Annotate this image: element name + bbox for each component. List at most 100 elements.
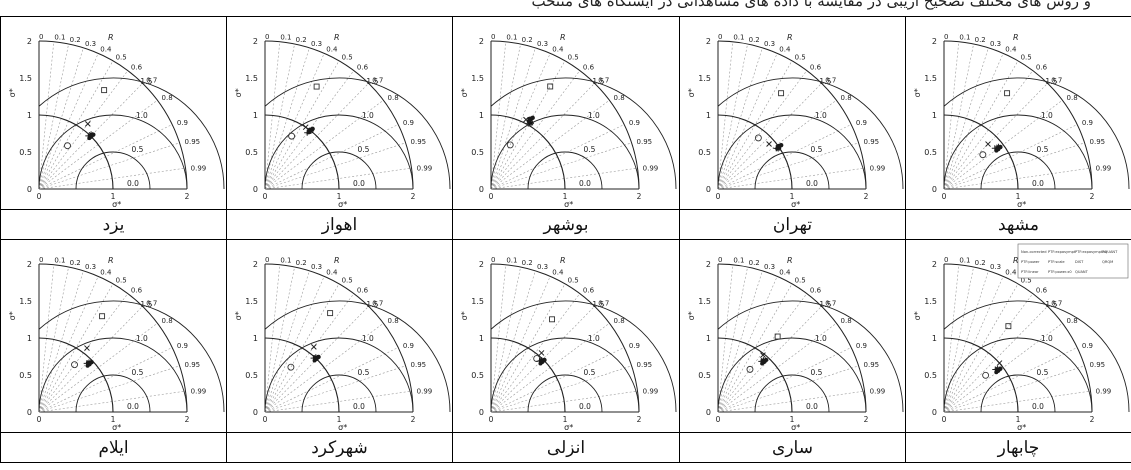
label-row-2: ایلام شهرکرد انزلی ساری چابهار <box>0 432 1131 463</box>
ref-std-arc <box>717 337 793 413</box>
ref-std-arc <box>943 114 1019 190</box>
plot-cell: 0 0.5 1 1.5 2 0 0.1 0.2 0.3 0.4 0.5 0.6 0.7 0.8 0.9 0.9… <box>226 239 453 433</box>
data-point-cluster <box>316 354 321 360</box>
std-tick-label: 1 <box>479 111 484 120</box>
x-tick-label: 2 <box>1090 415 1095 424</box>
std-tick-label: 0.5 <box>245 148 258 157</box>
corr-tick-label: 0.9 <box>403 342 414 350</box>
x-tick-label: 0 <box>37 415 42 424</box>
rms-label: 1.5 <box>592 300 604 309</box>
ref-std-arc <box>717 114 793 190</box>
data-point-cluster <box>994 370 999 375</box>
rms-arc <box>754 151 830 190</box>
data-point-square <box>327 310 334 317</box>
rms-label: 0.0 <box>806 402 818 411</box>
outer-arc <box>717 40 867 190</box>
data-point-cluster <box>87 136 92 141</box>
std-tick-label: 0 <box>27 185 32 194</box>
rms-label: 1.0 <box>136 111 148 120</box>
ref-std-arc <box>264 114 340 190</box>
y-axis-label: σ* <box>687 311 696 320</box>
corr-tick-label: 0.4 <box>779 46 791 54</box>
x-tick-label: 1 <box>1016 192 1021 201</box>
corr-tick-label: 0.7 <box>825 77 836 85</box>
x-axis-label: σ* <box>1017 200 1026 209</box>
outer-arc <box>38 40 188 190</box>
corr-tick-label: 0.7 <box>372 77 383 85</box>
std-tick-label: 0 <box>706 408 711 417</box>
rms-label: 0.5 <box>131 368 143 377</box>
corr-tick-label: 0.6 <box>810 286 822 294</box>
std-tick-label: 1 <box>253 111 258 120</box>
corr-tick-label: 0 <box>944 33 948 41</box>
x-tick-label: 2 <box>637 415 642 424</box>
station-label: شهرکرد <box>226 432 453 463</box>
std-tick-label: 1.5 <box>471 297 484 306</box>
corr-tick-label: 0.95 <box>185 138 201 146</box>
rms-label: 1.0 <box>815 334 827 343</box>
corr-tick-label: 0.1 <box>733 34 744 42</box>
corr-tick-label: 0.2 <box>522 259 533 267</box>
rms-label: 0.5 <box>357 145 369 154</box>
corr-tick-label: 0.7 <box>598 77 609 85</box>
rms-arc <box>38 337 188 413</box>
std-tick-label: 0 <box>253 408 258 417</box>
corr-tick-label: 0.95 <box>1090 361 1106 369</box>
r-axis-label: R <box>560 33 566 42</box>
corr-tick-label: 0.8 <box>1067 317 1078 325</box>
corr-tick-label: 0.8 <box>841 94 852 102</box>
data-point-square <box>101 87 108 94</box>
std-tick-label: 1 <box>932 111 937 120</box>
corr-tick-label: 0.6 <box>583 63 595 71</box>
rms-label: 0.5 <box>1036 368 1048 377</box>
rms-label: 0.5 <box>357 368 369 377</box>
corr-tick-label: 0.7 <box>1051 77 1062 85</box>
taylor-diagram: 00.511.520 0.1 0.2 0.30.40.50.60.70.80.90.9… <box>460 33 677 209</box>
corr-tick-label: 0.3 <box>537 263 548 271</box>
x-axis-label: σ* <box>112 423 121 432</box>
taylor-diagram: 00.511.520 0.1 0.2 0.30.40.50.60.70.80.90.9… <box>913 33 1130 209</box>
std-tick-label: 0.5 <box>471 148 484 157</box>
station-label: ساری <box>679 432 906 463</box>
rms-label: 0.5 <box>810 368 822 377</box>
y-axis-label: σ* <box>913 311 922 320</box>
corr-tick-label: 0.5 <box>116 53 127 61</box>
corr-tick-label: 0.9 <box>1082 342 1093 350</box>
r-axis-label: R <box>334 33 340 42</box>
data-point-cross <box>538 350 545 356</box>
legend-entry: QUANT <box>1075 270 1089 274</box>
corr-tick-label: 0.3 <box>990 40 1001 48</box>
rms-arc <box>527 151 603 190</box>
caption-fragment: و روش های مختلف تصحیح اریبی در مقایسه با… <box>0 0 1131 16</box>
corr-tick-label: 0.99 <box>643 387 659 395</box>
corr-tick-label: 0.8 <box>388 94 399 102</box>
corr-tick-label: 0.1 <box>280 257 291 265</box>
x-tick-label: 2 <box>864 415 869 424</box>
corr-tick-label: 0.9 <box>856 119 867 127</box>
outer-arc <box>943 40 1093 190</box>
corr-tick-label: 0.7 <box>372 300 383 308</box>
std-tick-label: 0 <box>27 408 32 417</box>
station-label: چابهار <box>905 432 1131 463</box>
x-tick-label: 2 <box>185 192 190 201</box>
data-point-cluster <box>998 144 1003 150</box>
rms-arc <box>943 337 1093 413</box>
std-tick-label: 1 <box>479 334 484 343</box>
rms-label: 1.5 <box>140 77 152 86</box>
rms-arc <box>943 77 1130 190</box>
y-axis-label: σ* <box>460 311 469 320</box>
rms-label: 0.5 <box>583 145 595 154</box>
corr-tick-label: 0 <box>39 256 43 264</box>
std-tick-label: 1.5 <box>245 74 258 83</box>
y-axis-label: σ* <box>460 88 469 97</box>
x-tick-label: 2 <box>864 192 869 201</box>
corr-tick-label: 0.9 <box>177 342 188 350</box>
corr-tick-label: 0.2 <box>296 36 307 44</box>
data-point-cluster <box>994 148 999 153</box>
corr-tick-label: 0.5 <box>568 53 579 61</box>
corr-tick-label: 0.99 <box>191 387 207 395</box>
std-tick-label: 2 <box>932 260 937 269</box>
std-tick-label: 0 <box>479 185 484 194</box>
x-tick-label: 2 <box>411 192 416 201</box>
std-tick-label: 0.5 <box>19 148 32 157</box>
